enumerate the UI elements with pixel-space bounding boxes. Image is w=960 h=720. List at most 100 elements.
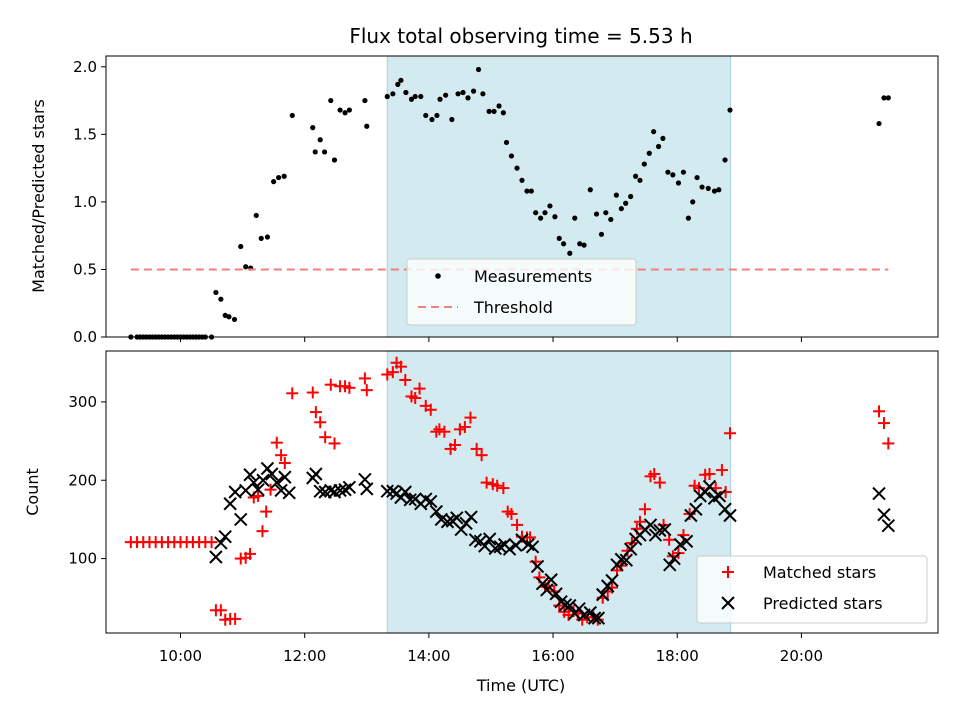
measurement-point	[384, 93, 390, 100]
matched-star-point	[470, 442, 483, 455]
measurement-point	[449, 116, 455, 123]
matched-star-point	[386, 366, 399, 379]
matched-star-point	[505, 507, 518, 520]
matched-star-point	[343, 381, 356, 394]
legend-predicted-label: Predicted stars	[763, 594, 883, 613]
measurement-point	[443, 92, 449, 98]
predicted-star-point	[663, 558, 677, 572]
matched-star-point	[278, 457, 291, 470]
measurement-point	[641, 161, 647, 167]
predicted-star-point	[214, 536, 228, 550]
top-legend-box	[406, 258, 637, 326]
matched-star-point	[214, 604, 227, 617]
measurement-point	[312, 149, 318, 155]
measurement-point	[337, 107, 343, 113]
predicted-star-point	[587, 611, 602, 625]
measurement-point	[496, 103, 502, 109]
predicted-star-point	[309, 467, 323, 481]
bottom-panel: 100 200 300 10:00 12:00 14:00 16:00 18:00 20:00…	[23, 350, 939, 695]
bottom-markers	[124, 356, 896, 626]
measurement-point	[218, 296, 224, 302]
predicted-star-point	[525, 540, 540, 554]
matched-star-point	[553, 599, 566, 612]
measurement-point	[705, 185, 711, 191]
measurement-point	[390, 91, 396, 97]
measurement-point	[258, 235, 264, 241]
matched-star-point	[286, 387, 299, 400]
x-axis-label: Time (UTC)	[476, 676, 565, 695]
predicted-star-point	[530, 559, 545, 574]
measurement-point	[480, 91, 486, 97]
measurement-point	[618, 206, 624, 212]
predicted-star-point	[653, 523, 667, 538]
measurement-point	[342, 110, 348, 116]
matched-star-point	[877, 417, 890, 430]
predicted-star-point	[282, 486, 296, 500]
bottom-legend-box	[696, 555, 928, 624]
matched-star-point	[399, 373, 412, 386]
matched-star-point	[328, 437, 341, 450]
measurement-point	[429, 116, 435, 123]
x-tick-label: 20:00	[780, 647, 823, 665]
measurement-point	[403, 89, 409, 96]
matched-star-point	[413, 382, 426, 395]
predicted-star-point	[535, 576, 550, 591]
measurement-point	[694, 174, 700, 181]
predicted-star-point	[877, 508, 891, 522]
measurement-point	[623, 200, 629, 206]
measurement-point	[670, 172, 676, 178]
legend-matched-label: Matched stars	[763, 563, 876, 582]
predicted-star-point	[228, 485, 242, 499]
matched-star-point	[438, 425, 451, 438]
y-tick-label: 200	[68, 471, 97, 489]
top-plot-frame	[105, 55, 939, 338]
measurement-point	[547, 203, 553, 209]
measurement-point	[655, 143, 662, 150]
matched-star-point	[270, 436, 283, 449]
matched-star-point	[719, 486, 732, 498]
x-tick-label: 10:00	[159, 647, 202, 665]
measurement-point	[524, 188, 530, 194]
matched-star-point	[205, 536, 218, 549]
measurement-point	[722, 157, 728, 163]
predicted-star-point	[515, 533, 529, 547]
predicted-star-point	[488, 541, 503, 556]
matched-star-point	[724, 427, 736, 440]
matched-star-point	[663, 533, 676, 546]
measurement-point	[475, 66, 482, 73]
predicted-star-point	[544, 573, 558, 587]
matched-star-point	[252, 489, 265, 502]
x-tick-label: 16:00	[531, 647, 574, 665]
predicted-star-point	[468, 533, 483, 547]
y-tick-label: 2.0	[73, 58, 97, 76]
predicted-star-point	[667, 551, 681, 566]
y-tick-label: 300	[68, 393, 97, 411]
measurement-point	[213, 289, 219, 296]
predicted-star-point	[218, 529, 232, 544]
measurement-point	[346, 107, 352, 113]
predicted-star-point	[243, 468, 257, 482]
measurement-point	[395, 81, 401, 87]
measurement-point	[321, 149, 328, 155]
predicted-star-point	[256, 473, 270, 487]
measurement-point	[470, 88, 477, 94]
measurement-point	[533, 210, 539, 216]
predicted-star-point	[429, 504, 444, 519]
measurement-point	[231, 316, 238, 323]
measurement-point	[552, 214, 558, 220]
measurement-point	[226, 314, 232, 320]
matched-star-point	[409, 392, 422, 404]
matched-star-point	[715, 464, 728, 477]
measurement-point	[289, 112, 295, 119]
predicted-star-point	[881, 518, 896, 533]
measurement-point	[637, 177, 643, 183]
measurement-point	[716, 187, 722, 193]
predicted-star-point	[424, 494, 438, 509]
predicted-star-point	[342, 480, 357, 495]
measurement-point	[317, 137, 323, 143]
measurement-point	[281, 173, 287, 179]
predicted-star-point	[563, 598, 577, 613]
measurement-point	[500, 110, 506, 116]
y-tick-label: 100	[68, 550, 97, 568]
measurement-point	[651, 129, 657, 135]
